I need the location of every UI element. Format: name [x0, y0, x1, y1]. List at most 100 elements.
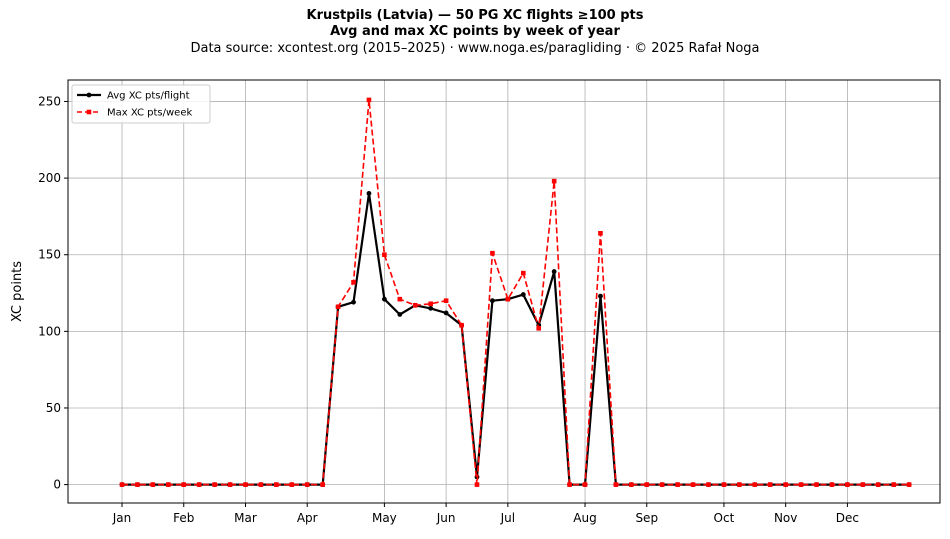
- chart-source-note: Data source: xcontest.org (2015–2025) · …: [190, 41, 760, 56]
- data-point-max: [567, 482, 572, 487]
- data-point-avg: [520, 292, 526, 297]
- series-layer: [119, 97, 912, 488]
- data-point-max: [397, 296, 403, 302]
- x-tick-label-feb: Feb: [173, 511, 194, 525]
- y-tick-label: 50: [46, 401, 61, 415]
- data-point-avg: [428, 305, 434, 311]
- data-point-max: [659, 482, 665, 487]
- legend-marker-avg: [86, 92, 92, 98]
- data-point-max: [351, 280, 356, 285]
- data-point-max: [582, 482, 588, 487]
- data-point-max: [412, 302, 418, 308]
- x-tick-label-may: May: [372, 511, 397, 525]
- data-point-max: [258, 482, 264, 487]
- data-point-max: [906, 482, 912, 487]
- data-point-max: [505, 296, 511, 302]
- data-point-max: [459, 322, 464, 328]
- data-point-max: [274, 482, 279, 487]
- y-tick-label: 100: [38, 324, 61, 338]
- y-tick-label: 150: [38, 248, 61, 262]
- data-point-max: [166, 482, 171, 487]
- data-point-max: [721, 482, 727, 487]
- x-tick-label-jul: Jul: [500, 511, 515, 525]
- x-tick-label-apr: Apr: [297, 511, 318, 525]
- series-max: [119, 97, 912, 487]
- x-tick-label-oct: Oct: [714, 511, 735, 525]
- legend: Avg XC pts/flight Max XC pts/week: [71, 84, 211, 124]
- data-point-max: [382, 252, 387, 258]
- grid: [68, 80, 940, 503]
- data-point-max: [150, 482, 156, 487]
- x-tick-label-aug: Aug: [573, 511, 596, 525]
- data-point-avg: [381, 296, 387, 302]
- data-point-avg: [551, 269, 557, 274]
- data-point-max: [428, 301, 433, 307]
- data-point-max: [304, 482, 310, 487]
- data-point-max: [119, 482, 125, 487]
- data-point-max: [243, 482, 248, 487]
- y-tick-label: 200: [38, 171, 61, 185]
- data-point-max: [613, 482, 619, 487]
- data-point-max: [845, 482, 850, 487]
- data-point-max: [227, 482, 233, 487]
- data-point-max: [490, 250, 495, 256]
- plot-frame: [67, 79, 941, 504]
- data-point-max: [783, 482, 788, 487]
- data-point-avg: [397, 312, 403, 317]
- data-point-max: [135, 482, 140, 487]
- data-point-max: [644, 482, 650, 487]
- series-line-avg: [122, 192, 910, 486]
- data-point-max: [335, 304, 341, 310]
- data-point-avg: [490, 298, 495, 304]
- data-point-max: [212, 482, 217, 487]
- data-point-avg: [366, 191, 372, 196]
- data-point-max: [798, 482, 804, 487]
- data-point-max: [675, 482, 680, 487]
- data-point-max: [829, 482, 835, 487]
- data-point-max: [814, 482, 819, 487]
- series-avg: [119, 191, 912, 488]
- y-tick-label: 0: [53, 478, 61, 492]
- legend-label-avg: Avg XC pts/flight: [107, 91, 190, 102]
- chart-subtitle: Avg and max XC points by week of year: [330, 24, 620, 39]
- x-tick-label-jun: Jun: [436, 511, 456, 525]
- data-point-max: [860, 482, 866, 487]
- x-tick-label-dec: Dec: [836, 511, 859, 525]
- x-tick-label-nov: Nov: [774, 511, 797, 525]
- data-point-max: [289, 482, 295, 487]
- data-point-max: [474, 482, 480, 487]
- data-point-max: [598, 230, 603, 236]
- data-point-max: [366, 97, 372, 103]
- series-line-max: [122, 99, 910, 486]
- legend-box: [71, 84, 211, 124]
- data-point-avg: [351, 299, 356, 305]
- data-point-max: [629, 482, 634, 487]
- data-point-max: [752, 482, 758, 487]
- data-point-max: [536, 325, 542, 331]
- data-point-max: [875, 482, 881, 487]
- data-point-max: [767, 482, 773, 487]
- data-point-avg: [598, 293, 603, 299]
- legend-marker-max: [86, 109, 92, 115]
- data-point-max: [690, 482, 696, 487]
- y-axis-label: XC points: [10, 261, 25, 322]
- data-point-max: [737, 482, 742, 487]
- y-tick-label: 250: [38, 94, 61, 108]
- x-tick-label-mar: Mar: [234, 511, 257, 525]
- x-tick-label-jan: Jan: [112, 511, 132, 525]
- data-point-max: [891, 482, 896, 487]
- chart-title: Krustpils (Latvia) — 50 PG XC flights ≥1…: [306, 8, 644, 23]
- data-point-max: [520, 270, 526, 276]
- axis-ticks: 0 50 100 150 200 250 Jan Feb Mar Apr May Jun Jul Aug S…: [38, 94, 859, 525]
- data-point-max: [706, 482, 711, 487]
- data-point-max: [320, 482, 325, 487]
- data-point-avg: [443, 310, 449, 316]
- data-point-max: [196, 482, 202, 487]
- x-tick-label-sep: Sep: [635, 511, 658, 525]
- legend-label-max: Max XC pts/week: [107, 108, 192, 119]
- chart-titles: Krustpils (Latvia) — 50 PG XC flights ≥1…: [0, 8, 950, 58]
- data-point-max: [551, 178, 557, 184]
- data-point-max: [443, 298, 449, 303]
- data-point-max: [181, 482, 187, 487]
